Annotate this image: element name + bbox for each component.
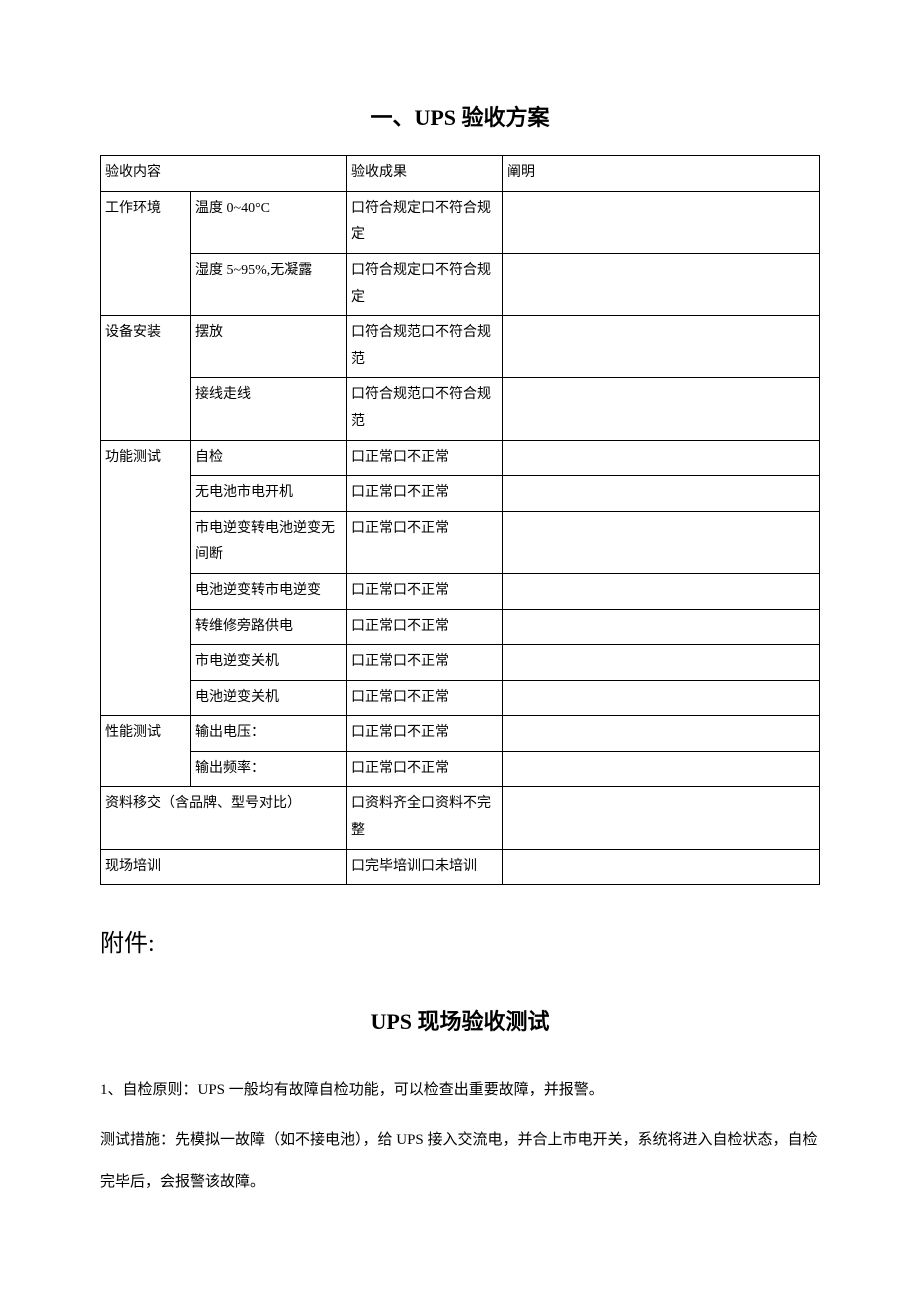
row-result: 口正常口不正常 — [347, 645, 503, 681]
row-item: 温度 0~40°C — [191, 191, 347, 253]
table-row: 资料移交（含品牌、型号对比）口资料齐全口资料不完整 — [101, 787, 820, 849]
table-row: 市电逆变转电池逆变无间断口正常口不正常 — [101, 511, 820, 573]
table-body: 验收内容 验收成果 阐明 工作环境温度 0~40°C口符合规定口不符合规定湿度 … — [101, 156, 820, 885]
row-item: 市电逆变关机 — [191, 645, 347, 681]
row-result: 口正常口不正常 — [347, 680, 503, 716]
row-note — [503, 440, 820, 476]
row-result: 口符合规范口不符合规范 — [347, 378, 503, 440]
table-row: 功能测试自检口正常口不正常 — [101, 440, 820, 476]
row-result: 口符合规定口不符合规定 — [347, 191, 503, 253]
row-note — [503, 751, 820, 787]
table-row: 电池逆变关机口正常口不正常 — [101, 680, 820, 716]
row-item: 无电池市电开机 — [191, 476, 347, 512]
row-item: 自检 — [191, 440, 347, 476]
row-category: 性能测试 — [101, 716, 191, 787]
row-item: 市电逆变转电池逆变无间断 — [191, 511, 347, 573]
row-category: 设备安装 — [101, 316, 191, 440]
table-row: 性能测试输出电压：口正常口不正常 — [101, 716, 820, 752]
table-row: 输出频率：口正常口不正常 — [101, 751, 820, 787]
paragraph-1: 1、自检原则：UPS 一般均有故障自检功能，可以检查出重要故障，并报警。 — [100, 1069, 820, 1111]
table-row: 电池逆变转市电逆变口正常口不正常 — [101, 573, 820, 609]
row-note — [503, 609, 820, 645]
row-note — [503, 476, 820, 512]
row-result: 口正常口不正常 — [347, 609, 503, 645]
row-note — [503, 787, 820, 849]
row-item: 电池逆变关机 — [191, 680, 347, 716]
row-note — [503, 849, 820, 885]
table-row: 无电池市电开机口正常口不正常 — [101, 476, 820, 512]
row-note — [503, 511, 820, 573]
sub-title: UPS 现场验收测试 — [100, 1004, 820, 1039]
table-row: 现场培训口完毕培训口未培训 — [101, 849, 820, 885]
row-note — [503, 191, 820, 253]
table-row: 转维修旁路供电口正常口不正常 — [101, 609, 820, 645]
acceptance-table: 验收内容 验收成果 阐明 工作环境温度 0~40°C口符合规定口不符合规定湿度 … — [100, 155, 820, 885]
table-row: 市电逆变关机口正常口不正常 — [101, 645, 820, 681]
row-note — [503, 378, 820, 440]
table-row: 湿度 5~95%,无凝露口符合规定口不符合规定 — [101, 253, 820, 315]
header-result: 验收成果 — [347, 156, 503, 192]
row-result: 口完毕培训口未培训 — [347, 849, 503, 885]
row-result: 口符合规定口不符合规定 — [347, 253, 503, 315]
row-item: 摆放 — [191, 316, 347, 378]
header-note: 阐明 — [503, 156, 820, 192]
row-result: 口正常口不正常 — [347, 511, 503, 573]
row-wide-label: 现场培训 — [101, 849, 347, 885]
row-result: 口正常口不正常 — [347, 716, 503, 752]
row-result: 口符合规范口不符合规范 — [347, 316, 503, 378]
row-note — [503, 316, 820, 378]
row-result: 口正常口不正常 — [347, 440, 503, 476]
table-row: 接线走线口符合规范口不符合规范 — [101, 378, 820, 440]
row-item: 转维修旁路供电 — [191, 609, 347, 645]
table-row: 设备安装摆放口符合规范口不符合规范 — [101, 316, 820, 378]
row-result: 口资料齐全口资料不完整 — [347, 787, 503, 849]
row-result: 口正常口不正常 — [347, 573, 503, 609]
row-item: 接线走线 — [191, 378, 347, 440]
header-content: 验收内容 — [101, 156, 347, 192]
row-category: 工作环境 — [101, 191, 191, 315]
row-note — [503, 573, 820, 609]
row-note — [503, 716, 820, 752]
row-item: 输出频率： — [191, 751, 347, 787]
row-item: 电池逆变转市电逆变 — [191, 573, 347, 609]
paragraph-2: 测试措施：先模拟一故障（如不接电池），给 UPS 接入交流电，并合上市电开关，系… — [100, 1119, 820, 1203]
row-note — [503, 645, 820, 681]
page-title: 一、UPS 验收方案 — [100, 100, 820, 135]
row-result: 口正常口不正常 — [347, 751, 503, 787]
table-row: 工作环境温度 0~40°C口符合规定口不符合规定 — [101, 191, 820, 253]
row-category: 功能测试 — [101, 440, 191, 716]
table-header-row: 验收内容 验收成果 阐明 — [101, 156, 820, 192]
row-item: 输出电压： — [191, 716, 347, 752]
attachment-label: 附件: — [100, 925, 820, 963]
row-item: 湿度 5~95%,无凝露 — [191, 253, 347, 315]
row-note — [503, 680, 820, 716]
row-note — [503, 253, 820, 315]
row-result: 口正常口不正常 — [347, 476, 503, 512]
row-wide-label: 资料移交（含品牌、型号对比） — [101, 787, 347, 849]
